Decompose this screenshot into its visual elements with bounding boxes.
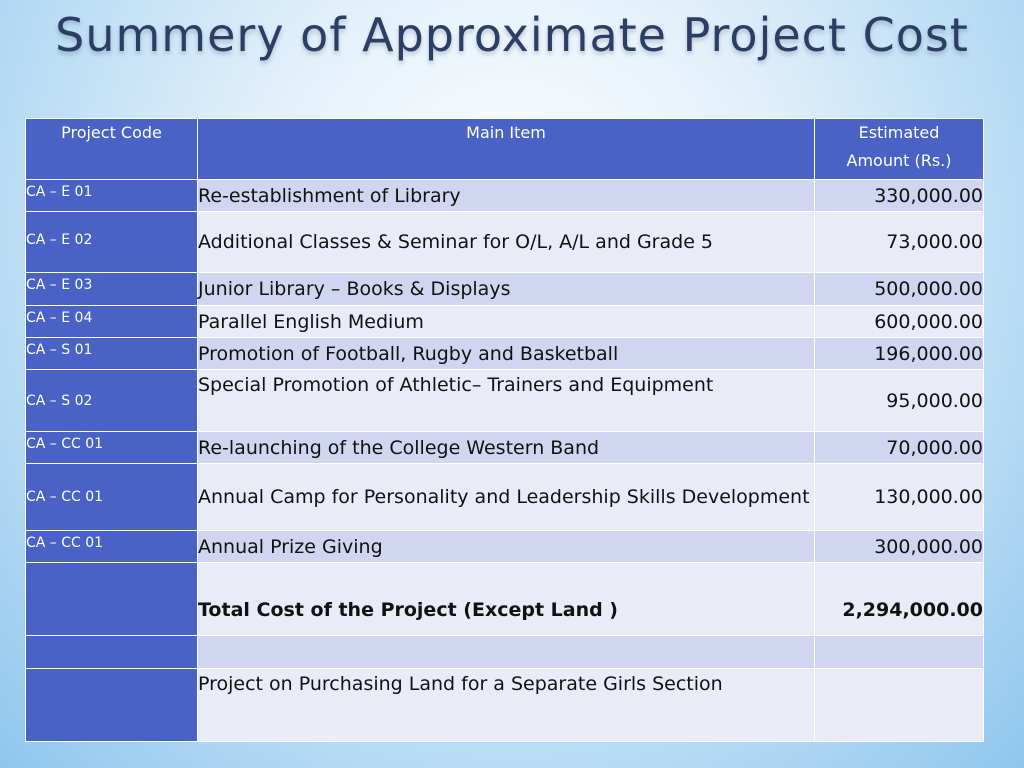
table-row: CA – E 03 Junior Library – Books & Displ… [25,272,984,306]
amount-cell: 196,000.00 [814,337,984,370]
main-item-cell: Parallel English Medium [197,305,815,338]
total-row: Total Cost of the Project (Except Land )… [25,562,984,636]
amount-cell: 130,000.00 [814,463,984,531]
land-row: Project on Purchasing Land for a Separat… [25,668,984,742]
header-amount-line2: Amount (Rs.) [846,151,952,170]
project-cost-table: Project Code Main Item Estimated Amount … [25,118,984,742]
main-item-cell: Re-establishment of Library [197,179,815,212]
header-estimated-amount: Estimated Amount (Rs.) [814,118,984,180]
table-header-row: Project Code Main Item Estimated Amount … [25,118,984,180]
amount-cell: 330,000.00 [814,179,984,212]
main-item-cell: Special Promotion of Athletic– Trainers … [197,369,815,432]
project-code-cell: CA – CC 01 [25,530,198,563]
main-item-cell: Annual Prize Giving [197,530,815,563]
main-item-cell [197,635,815,669]
main-item-cell: Additional Classes & Seminar for O/L, A/… [197,211,815,273]
amount-cell [814,635,984,669]
project-code-cell: CA – E 03 [25,272,198,306]
header-main-item: Main Item [197,118,815,180]
total-label: Total Cost of the Project (Except Land ) [197,562,815,636]
project-code-cell: CA – E 04 [25,305,198,338]
amount-cell [814,668,984,742]
land-item-cell: Project on Purchasing Land for a Separat… [197,668,815,742]
header-amount-line1: Estimated [858,123,940,142]
amount-cell: 73,000.00 [814,211,984,273]
amount-cell: 500,000.00 [814,272,984,306]
table-row: CA – CC 01 Re-launching of the College W… [25,431,984,464]
project-code-cell [25,562,198,636]
project-code-cell [25,668,198,742]
project-code-cell: CA – E 02 [25,211,198,273]
amount-cell: 70,000.00 [814,431,984,464]
table-row: CA – S 01 Promotion of Football, Rugby a… [25,337,984,370]
amount-cell: 95,000.00 [814,369,984,432]
main-item-cell: Re-launching of the College Western Band [197,431,815,464]
main-item-cell: Junior Library – Books & Displays [197,272,815,306]
main-item-cell: Annual Camp for Personality and Leadersh… [197,463,815,531]
amount-cell: 600,000.00 [814,305,984,338]
total-amount: 2,294,000.00 [814,562,984,636]
table-row: CA – CC 01 Annual Camp for Personality a… [25,463,984,531]
table-row: CA – E 04 Parallel English Medium 600,00… [25,305,984,338]
empty-row [25,635,984,669]
project-code-cell [25,635,198,669]
project-code-cell: CA – E 01 [25,179,198,212]
table-row: CA – E 02 Additional Classes & Seminar f… [25,211,984,273]
table-row: CA – S 02 Special Promotion of Athletic–… [25,369,984,432]
project-code-cell: CA – S 02 [25,369,198,432]
table-row: CA – E 01 Re-establishment of Library 33… [25,179,984,212]
table-row: CA – CC 01 Annual Prize Giving 300,000.0… [25,530,984,563]
project-code-cell: CA – CC 01 [25,463,198,531]
project-code-cell: CA – CC 01 [25,431,198,464]
amount-cell: 300,000.00 [814,530,984,563]
header-project-code: Project Code [25,118,198,180]
main-item-cell: Promotion of Football, Rugby and Basketb… [197,337,815,370]
project-code-cell: CA – S 01 [25,337,198,370]
page-title: Summery of Approximate Project Cost [55,8,969,62]
